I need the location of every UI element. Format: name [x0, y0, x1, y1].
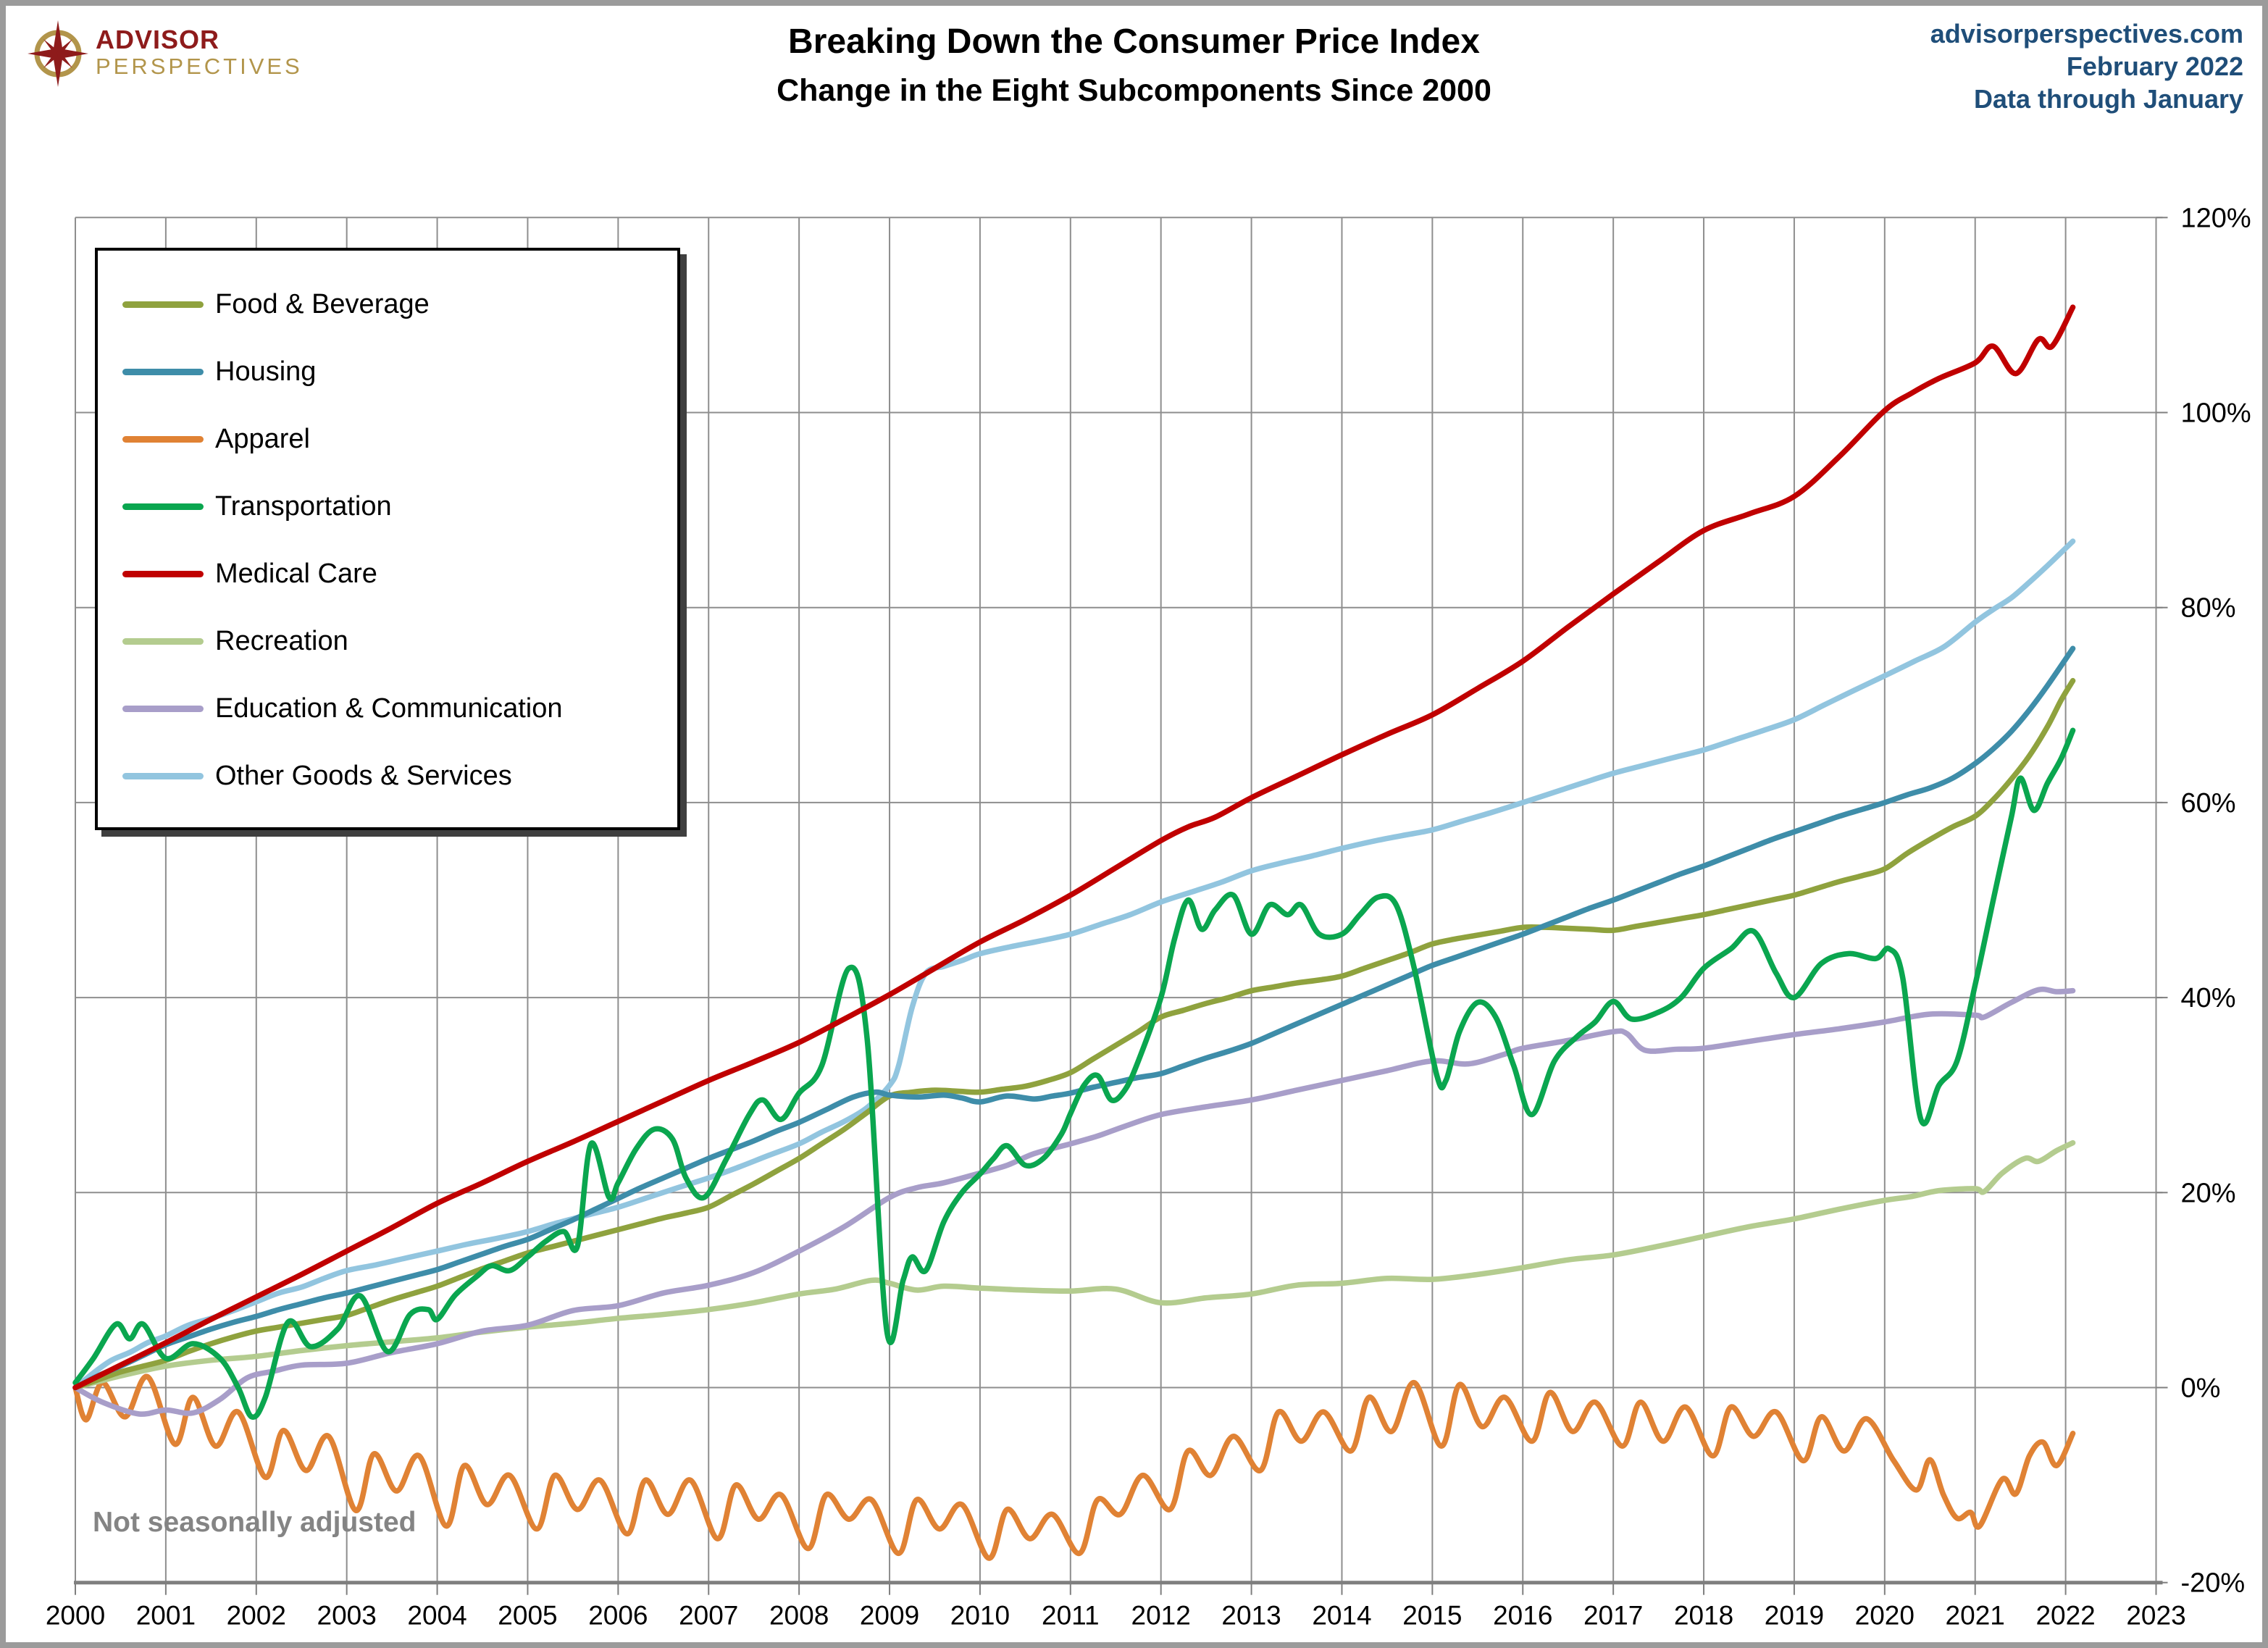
legend-swatch-recreation: [122, 638, 204, 645]
y-tick-label-120%: 120%: [2181, 203, 2251, 233]
logo-text-advisor: ADVISOR: [96, 25, 220, 54]
x-tick-label-2005: 2005: [498, 1601, 557, 1631]
legend: Food & Beverage Housing Apparel Transportat…: [95, 248, 680, 830]
series-line-other-goods-services: [72, 538, 2076, 1391]
y-tick-label-0%: 0%: [2181, 1373, 2221, 1404]
x-tick-label-2012: 2012: [1131, 1601, 1191, 1631]
series-line-education-communication: [72, 986, 2076, 1417]
legend-item-medical-care: Medical Care: [122, 540, 670, 608]
series-line-apparel: [72, 1373, 2076, 1561]
y-tick-label-60%: 60%: [2181, 788, 2236, 819]
x-tick-label-2008: 2008: [769, 1601, 829, 1631]
x-tick-label-2023: 2023: [2126, 1601, 2185, 1631]
legend-label: Apparel: [215, 424, 310, 454]
x-tick-label-2019: 2019: [1765, 1601, 1824, 1631]
advisor-perspectives-logo: ADVISOR PERSPECTIVES: [26, 17, 303, 87]
compass-star-icon: [28, 20, 88, 87]
legend-swatch-food-beverage: [122, 301, 204, 308]
not-seasonally-adjusted-note: Not seasonally adjusted: [93, 1507, 417, 1538]
legend-item-recreation: Recreation: [122, 608, 670, 675]
x-tick-label-2000: 2000: [46, 1601, 105, 1631]
chart-title: Breaking Down the Consumer Price Index: [788, 22, 1480, 61]
title-block: Breaking Down the Consumer Price Index C…: [440, 22, 1828, 109]
y-tick-label-40%: 40%: [2181, 983, 2236, 1013]
series-line-medical-care: [72, 304, 2076, 1391]
legend-label: Transportation: [215, 491, 392, 522]
x-tick-label-2006: 2006: [588, 1601, 648, 1631]
x-tick-label-2015: 2015: [1402, 1601, 1462, 1631]
legend-label: Medical Care: [215, 559, 377, 589]
legend-swatch-transportation: [122, 503, 204, 510]
x-tick-label-2009: 2009: [860, 1601, 919, 1631]
x-tick-label-2010: 2010: [950, 1601, 1010, 1631]
legend-item-food-beverage: Food & Beverage: [122, 271, 670, 338]
x-tick-label-2002: 2002: [227, 1601, 286, 1631]
x-tick-label-2001: 2001: [136, 1601, 196, 1631]
x-tick-label-2022: 2022: [2035, 1601, 2095, 1631]
legend-swatch-other-goods-services: [122, 773, 204, 779]
chart-subtitle: Change in the Eight Subcomponents Since …: [777, 73, 1491, 108]
legend-item-other-goods-services: Other Goods & Services: [122, 743, 670, 810]
series-line-food-beverage: [72, 677, 2076, 1391]
source-data-through: Data through January: [1973, 84, 2243, 114]
x-tick-label-2020: 2020: [1855, 1601, 1915, 1631]
legend-swatch-housing: [122, 369, 204, 375]
x-tick-label-2013: 2013: [1221, 1601, 1281, 1631]
source-block: advisorperspectives.com February 2022 Da…: [1930, 17, 2243, 115]
series-line-transportation: [72, 727, 2076, 1420]
y-tick-label-100%: 100%: [2181, 398, 2251, 429]
x-tick-label-2018: 2018: [1674, 1601, 1733, 1631]
x-tick-label-2016: 2016: [1493, 1601, 1552, 1631]
legend-label: Other Goods & Services: [215, 761, 512, 791]
x-tick-label-2017: 2017: [1583, 1601, 1643, 1631]
x-tick-label-2014: 2014: [1312, 1601, 1371, 1631]
x-tick-label-2007: 2007: [679, 1601, 738, 1631]
legend-label: Recreation: [215, 626, 348, 656]
series-line-recreation: [72, 1139, 2076, 1391]
legend-swatch-education-communication: [122, 706, 204, 712]
x-tick-label-2021: 2021: [1946, 1601, 2005, 1631]
legend-swatch-apparel: [122, 436, 204, 443]
legend-item-housing: Housing: [122, 338, 670, 406]
y-tick-label-80%: 80%: [2181, 593, 2236, 624]
legend-label: Housing: [215, 356, 317, 387]
legend-item-transportation: Transportation: [122, 473, 670, 540]
x-tick-label-2004: 2004: [407, 1601, 466, 1631]
source-website: advisorperspectives.com: [1930, 19, 2243, 49]
legend-item-apparel: Apparel: [122, 406, 670, 473]
cpi-line-chart: 2000 2001 2002 2003 2004 2005 2006 2007 2008 2009…: [46, 203, 2251, 1631]
y-tick-label--20%: -20%: [2181, 1568, 2246, 1599]
legend-label: Education & Communication: [215, 693, 563, 724]
x-tick-label-2003: 2003: [317, 1601, 377, 1631]
legend-item-education-communication: Education & Communication: [122, 675, 670, 743]
source-date: February 2022: [2066, 51, 2243, 81]
legend-label: Food & Beverage: [215, 289, 430, 319]
y-tick-label-20%: 20%: [2181, 1178, 2236, 1208]
legend-swatch-medical-care: [122, 571, 204, 577]
logo-text-perspectives: PERSPECTIVES: [96, 54, 303, 79]
x-tick-label-2011: 2011: [1042, 1601, 1100, 1631]
